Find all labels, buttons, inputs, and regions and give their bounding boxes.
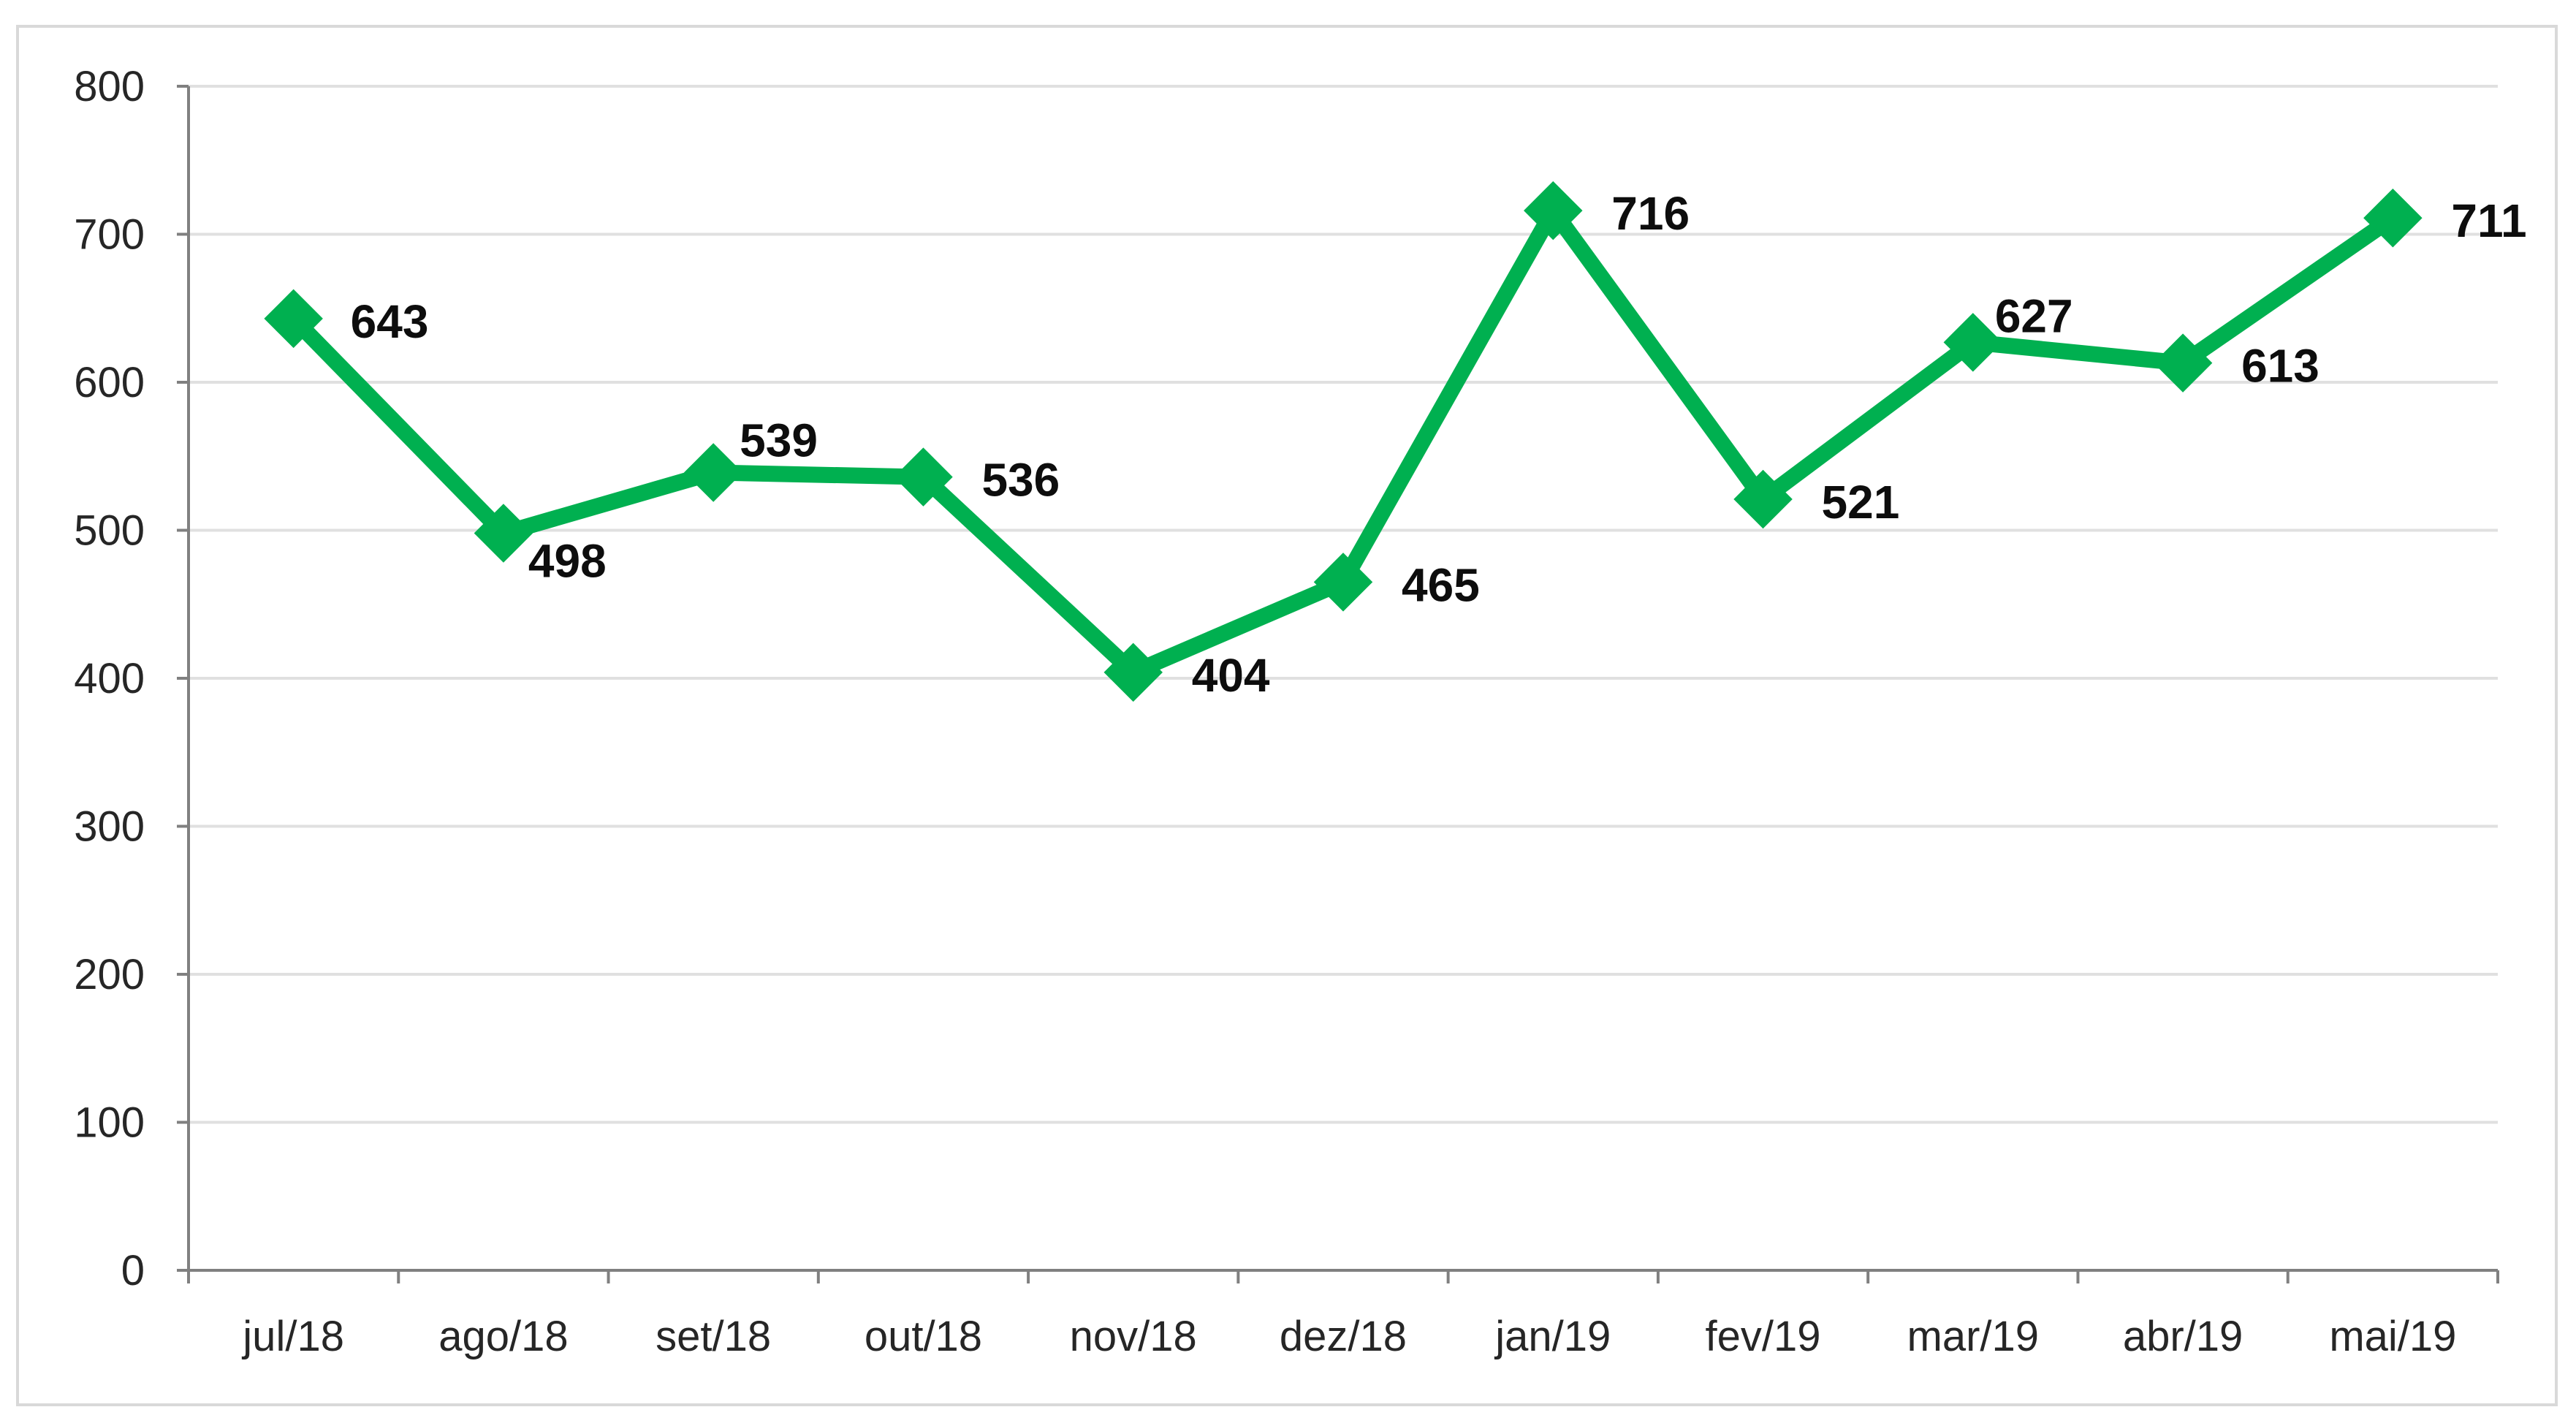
data-label: 465 (1402, 558, 1480, 611)
data-label: 539 (740, 414, 818, 467)
data-labels: 643 498 539 536 404 465 716 521 627 613 711 (351, 187, 2527, 702)
data-label: 716 (1611, 187, 1690, 240)
chart-frame (16, 25, 2558, 1406)
y-tick-label: 400 (74, 655, 145, 702)
x-tick-label: abr/19 (2123, 1313, 2243, 1360)
y-tick-label: 600 (74, 359, 145, 406)
data-point-marker (1103, 642, 1163, 702)
data-label: 627 (1995, 289, 2073, 342)
data-point-marker (1733, 469, 1793, 529)
y-tick-label: 100 (74, 1099, 145, 1147)
x-tick-label: ago/18 (438, 1313, 568, 1360)
data-point-marker (2153, 333, 2213, 392)
data-point-marker (1313, 553, 1373, 612)
y-tick-label: 0 (121, 1247, 145, 1294)
data-label: 536 (981, 454, 1060, 507)
x-tick-label: mai/19 (2329, 1313, 2456, 1360)
data-label: 498 (528, 535, 607, 588)
axes (177, 85, 2499, 1283)
data-markers (264, 181, 2423, 702)
x-tick-label: dez/18 (1280, 1313, 1407, 1360)
y-tick-label: 200 (74, 951, 145, 998)
x-tick-label: mar/19 (1907, 1313, 2040, 1360)
data-label: 613 (2241, 340, 2319, 392)
y-tick-label: 700 (74, 211, 145, 259)
x-tick-label: jan/19 (1494, 1313, 1611, 1360)
data-point-marker (1524, 181, 1583, 240)
y-tick-label: 500 (74, 507, 145, 555)
x-tick-label: jul/18 (241, 1313, 344, 1360)
data-point-marker (894, 447, 953, 507)
gridlines (189, 85, 2498, 1124)
x-tick-label: fev/19 (1706, 1313, 1821, 1360)
data-point-marker (1943, 313, 2003, 372)
y-tick-label: 800 (74, 63, 145, 110)
data-label: 711 (2451, 194, 2526, 247)
x-tick-label: out/18 (865, 1313, 982, 1360)
x-tick-label: nov/18 (1070, 1313, 1197, 1360)
y-tick-label: 300 (74, 803, 145, 851)
data-point-marker (264, 289, 323, 349)
data-point-marker (474, 504, 533, 563)
x-tick-label: set/18 (656, 1313, 771, 1360)
data-point-marker (2363, 188, 2423, 248)
data-label: 404 (1192, 649, 1270, 702)
data-label: 521 (1822, 476, 1900, 528)
y-axis-tick-labels: 0 100 200 300 400 500 600 700 800 (74, 63, 145, 1294)
x-axis-tick-labels: jul/18 ago/18 set/18 out/18 nov/18 dez/18 jan/… (241, 1313, 2456, 1360)
data-point-marker (683, 443, 743, 502)
data-label: 643 (351, 295, 429, 348)
